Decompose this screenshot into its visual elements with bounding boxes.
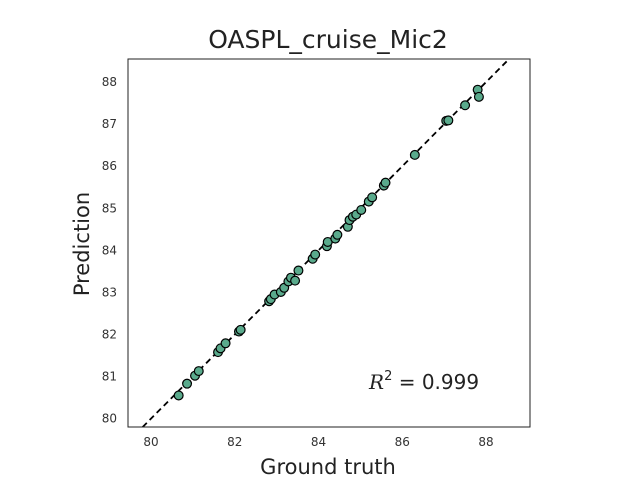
x-tick-label: 82 [227, 435, 242, 449]
x-tick-label: 80 [143, 435, 158, 449]
plot-frame [127, 58, 531, 428]
r-squared-superscript: 2 [384, 369, 392, 384]
x-axis-label: Ground truth [260, 455, 396, 479]
data-point [409, 149, 420, 160]
y-tick-label: 80 [102, 412, 117, 426]
tick-labels: 80 82 84 86 88 80 81 82 83 84 85 86 87 88 [102, 75, 494, 449]
y-tick-label: 82 [102, 327, 117, 341]
data-point [293, 265, 304, 276]
data-point [460, 100, 471, 111]
y-tick-label: 88 [102, 75, 117, 89]
data-points [173, 84, 484, 401]
data-point [473, 91, 484, 102]
x-tick-label: 84 [311, 435, 326, 449]
y-tick-label: 84 [102, 243, 117, 257]
y-axis-label: Prediction [70, 192, 94, 296]
data-point [380, 177, 391, 188]
r-squared-symbol: R [368, 370, 384, 394]
data-point [367, 192, 378, 203]
y-tick-label: 87 [102, 117, 117, 131]
y-tick-label: 83 [102, 285, 117, 299]
x-tick-label: 86 [395, 435, 410, 449]
r-squared-annotation: R2 = 0.999 [368, 369, 479, 394]
r-squared-value: = 0.999 [392, 370, 479, 394]
data-point [220, 338, 231, 349]
data-point [310, 249, 321, 260]
y-tick-label: 85 [102, 201, 117, 215]
data-point [290, 275, 301, 286]
y-tick-label: 86 [102, 159, 117, 173]
data-point [182, 378, 193, 389]
chart-title: OASPL_cruise_Mic2 [208, 25, 448, 54]
data-point [332, 229, 343, 240]
data-point [173, 390, 184, 401]
x-tick-label: 88 [478, 435, 493, 449]
data-point [443, 115, 454, 126]
data-point [235, 324, 246, 335]
data-point [193, 366, 204, 377]
y-tick-label: 81 [102, 370, 117, 384]
data-point [356, 204, 367, 215]
